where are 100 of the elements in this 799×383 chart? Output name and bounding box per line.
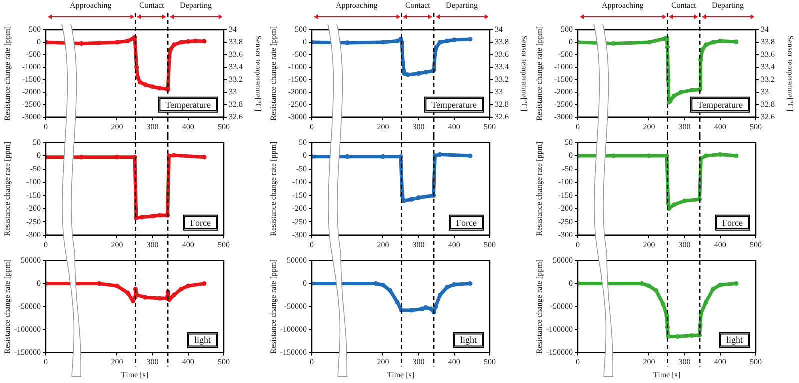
x-tick-label: 400 (714, 240, 726, 250)
y2-tick-label: 34 (495, 25, 503, 34)
y-axis-title: Resistance change rate [ppm] (534, 26, 544, 121)
text: Approaching (602, 1, 644, 10)
y2-tick-label: 33.2 (229, 75, 243, 84)
y-axis-title: Resistance change rate [ppm] (534, 142, 544, 236)
y-axis-title: Resistance change rate [ppm] (268, 26, 278, 121)
y2-tick-label: 33.2 (761, 75, 775, 84)
y-tick-label: -300 (558, 230, 573, 240)
y-tick-label: -1000 (554, 62, 573, 72)
y2-tick-label: 33.6 (229, 50, 243, 60)
x-tick-label: 200 (111, 240, 124, 250)
y-tick-label: -2500 (554, 100, 573, 110)
y-tick-label: 50 (565, 138, 573, 147)
x-tick-label: 400 (448, 240, 460, 250)
y-tick-label: -50 (296, 164, 307, 174)
y-tick-label: 50000 (287, 256, 307, 265)
y-tick-label: 500 (561, 25, 573, 34)
y-tick-label: -250 (292, 217, 307, 226)
y-tick-label: -200 (558, 204, 573, 214)
x-tick-label: 400 (182, 122, 194, 132)
x-tick-label: 400 (448, 122, 460, 132)
y-tick-label: -50 (30, 164, 41, 174)
x-tick-label: 200 (643, 240, 656, 250)
y-tick-label: 0 (303, 151, 307, 160)
y2-axis-title: Sensor temperature[°C] (254, 36, 264, 112)
y2-axis-title: Sensor temperature[°C] (786, 36, 796, 112)
y2-tick-label: 33.4 (761, 62, 775, 72)
x-tick-label: 300 (678, 358, 691, 367)
y-tick-label: -2000 (554, 88, 573, 97)
x-tick-label: 500 (218, 122, 230, 132)
y-axis-title: Resistance change rate [ppm] (534, 259, 544, 354)
y-tick-label: -1500 (288, 75, 307, 84)
y-tick-label: -50000 (550, 302, 573, 311)
annotation: Force (190, 218, 212, 228)
text: Contact (671, 1, 698, 10)
y-tick-label: 0 (569, 151, 573, 160)
y-tick-label: -150000 (280, 348, 307, 357)
text: Approaching (336, 1, 378, 10)
annotation: light (726, 335, 744, 346)
annotation: Temperature (166, 100, 212, 110)
y-tick-label: -250 (26, 217, 41, 226)
y2-tick-label: 32.8 (229, 100, 243, 110)
x-axis-title: Time [s] (121, 370, 149, 380)
y2-tick-label: 33.4 (229, 62, 243, 72)
x-tick-label: 200 (643, 358, 656, 367)
x-tick-label: 200 (377, 240, 390, 250)
x-tick-label: 300 (678, 240, 691, 250)
x-axis-title: Time [s] (653, 370, 681, 380)
y-tick-label: -200 (26, 204, 41, 214)
x-tick-label: 0 (44, 240, 48, 250)
y2-tick-label: 33 (761, 88, 769, 97)
x-tick-label: 200 (111, 122, 124, 132)
y2-tick-label: 33.2 (495, 75, 509, 84)
x-tick-label: 500 (750, 358, 762, 367)
y2-tick-label: 33.8 (229, 38, 243, 47)
annotation: Temperature (698, 100, 744, 110)
y-tick-label: -150000 (546, 348, 573, 357)
x-tick-label: 400 (714, 358, 726, 367)
y-tick-label: -3000 (288, 112, 307, 122)
y-tick-label: -1500 (554, 75, 573, 84)
y2-tick-label: 34 (761, 25, 769, 34)
y-tick-label: 50000 (21, 256, 41, 265)
x-tick-label: 500 (218, 240, 230, 250)
y2-tick-label: 32.8 (495, 100, 509, 110)
annotation: Force (456, 218, 478, 228)
y2-tick-label: 33.8 (761, 38, 775, 47)
y-tick-label: -3000 (22, 112, 41, 122)
y-axis-title: Resistance change rate [ppm] (268, 259, 278, 354)
y-tick-label: 500 (29, 25, 41, 34)
x-tick-label: 500 (484, 358, 496, 367)
y-tick-label: -100000 (14, 324, 41, 334)
y-axis-title: Resistance change rate [ppm] (2, 26, 12, 121)
y-tick-label: -150 (26, 190, 41, 200)
y-tick-label: -100000 (280, 324, 307, 334)
y-tick-label: 500 (295, 25, 307, 34)
annotation: Force (722, 218, 744, 228)
text: Contact (139, 1, 166, 10)
x-tick-label: 300 (412, 240, 425, 250)
y-tick-label: -100 (292, 178, 307, 187)
y-tick-label: -2000 (22, 88, 41, 97)
y2-tick-label: 34 (229, 25, 237, 34)
y2-tick-label: 32.8 (761, 100, 775, 110)
y-tick-label: -500 (26, 50, 41, 60)
x-tick-label: 0 (310, 122, 314, 132)
y-tick-label: -50000 (18, 302, 41, 311)
x-tick-label: 300 (678, 122, 691, 132)
y2-tick-label: 32.6 (495, 112, 509, 122)
text: Departing (180, 1, 212, 10)
y-tick-label: -50000 (284, 302, 307, 311)
y-tick-label: -1500 (22, 75, 41, 84)
y2-tick-label: 33.6 (761, 50, 775, 60)
y-tick-label: 0 (569, 38, 573, 47)
y-tick-label: -50 (562, 164, 573, 174)
text: Departing (446, 1, 478, 10)
y-tick-label: -1000 (22, 62, 41, 72)
x-tick-label: 200 (111, 358, 124, 367)
x-tick-label: 500 (750, 240, 762, 250)
y-tick-label: -100 (558, 178, 573, 187)
y-axis-title: Resistance change rate [ppm] (2, 259, 12, 354)
